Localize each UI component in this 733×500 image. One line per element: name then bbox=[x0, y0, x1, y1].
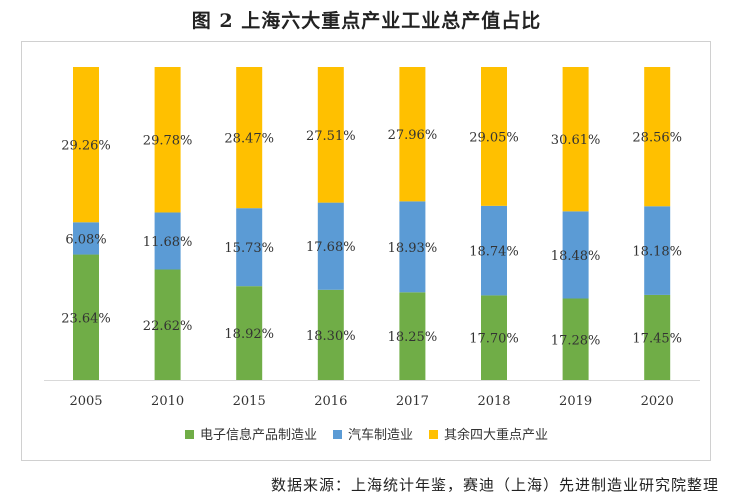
bar-segment-2016-s1 bbox=[317, 202, 344, 290]
legend-label-0: 电子信息产品制造业 bbox=[200, 427, 317, 443]
data-label: 29.05% bbox=[469, 130, 519, 145]
stacked-bar-chart: 23.64% 6.08% 29.26% 2005 22.62% 11.68% 29.78% 2… bbox=[44, 67, 700, 443]
x-tick-label: 2018 bbox=[477, 394, 510, 409]
bar-segment-2005-s2 bbox=[73, 67, 99, 223]
data-source-note: 数据来源：上海统计年鉴，赛迪（上海）先进制造业研究院整理 bbox=[270, 476, 719, 494]
x-tick-label: 2017 bbox=[396, 394, 429, 409]
data-label: 18.74% bbox=[469, 245, 519, 260]
bar-segment-2019-s0 bbox=[562, 298, 589, 380]
data-label: 18.48% bbox=[551, 249, 601, 264]
data-label: 15.73% bbox=[224, 241, 274, 256]
legend-label-1: 汽车制造业 bbox=[348, 427, 413, 443]
bar-segment-2017-s0 bbox=[399, 292, 426, 380]
bar-segment-2010-s0 bbox=[154, 269, 181, 380]
data-label: 6.08% bbox=[65, 232, 106, 247]
data-label: 17.45% bbox=[632, 331, 682, 346]
x-tick-label: 2020 bbox=[641, 394, 674, 409]
bar-segment-2020-s2 bbox=[644, 67, 671, 207]
data-label: 17.70% bbox=[469, 332, 519, 347]
bar-segment-2015-s1 bbox=[236, 208, 263, 287]
bar-segment-2020-s0 bbox=[644, 294, 671, 380]
x-tick-label: 2005 bbox=[69, 394, 102, 409]
data-label: 18.30% bbox=[306, 329, 356, 344]
bar-segment-2015-s2 bbox=[236, 67, 263, 209]
legend-swatch-0 bbox=[185, 430, 194, 439]
data-label: 29.78% bbox=[143, 134, 193, 149]
data-label: 27.51% bbox=[306, 129, 356, 144]
bar-segment-2018-s1 bbox=[481, 205, 507, 296]
x-tick-label: 2016 bbox=[314, 394, 347, 409]
data-label: 29.26% bbox=[61, 139, 111, 154]
data-label: 27.96% bbox=[388, 128, 438, 143]
data-label: 17.68% bbox=[306, 240, 356, 255]
data-label: 11.68% bbox=[143, 235, 193, 250]
bar-segment-2015-s0 bbox=[236, 286, 263, 380]
bar-segment-2017-s1 bbox=[399, 201, 426, 293]
bar-segment-2010-s2 bbox=[154, 67, 181, 213]
legend-label-2: 其余四大重点产业 bbox=[444, 427, 548, 443]
legend-swatch-1 bbox=[333, 430, 342, 439]
bar-segment-2010-s1 bbox=[154, 212, 181, 270]
data-label: 18.93% bbox=[388, 241, 438, 256]
data-label: 22.62% bbox=[143, 319, 193, 334]
x-tick-label: 2010 bbox=[151, 394, 184, 409]
bar-segment-2019-s1 bbox=[562, 211, 589, 299]
x-tick-label: 2015 bbox=[233, 394, 266, 409]
bar-segment-2005-s1 bbox=[73, 222, 99, 255]
bar-segment-2016-s0 bbox=[317, 289, 344, 380]
data-label: 28.47% bbox=[224, 132, 274, 147]
data-label: 18.18% bbox=[632, 245, 682, 260]
data-label: 18.92% bbox=[224, 327, 274, 342]
data-label: 30.61% bbox=[551, 133, 601, 148]
data-label: 17.28% bbox=[551, 333, 601, 348]
legend-swatch-2 bbox=[429, 430, 438, 439]
bar-segment-2005-s0 bbox=[73, 254, 99, 380]
bar-segment-2019-s2 bbox=[562, 67, 589, 212]
bar-segment-2016-s2 bbox=[317, 67, 344, 203]
x-tick-label: 2019 bbox=[559, 394, 592, 409]
bar-segment-2018-s2 bbox=[481, 67, 507, 206]
data-label: 23.64% bbox=[61, 311, 111, 326]
chart-title: 图 2 上海六大重点产业工业总产值占比 bbox=[191, 10, 542, 32]
bar-segment-2017-s2 bbox=[399, 67, 426, 202]
bar-segment-2018-s0 bbox=[481, 295, 507, 380]
bar-segment-2020-s1 bbox=[644, 206, 671, 295]
data-label: 28.56% bbox=[632, 131, 682, 146]
chart-area bbox=[21, 41, 711, 461]
data-label: 18.25% bbox=[388, 330, 438, 345]
